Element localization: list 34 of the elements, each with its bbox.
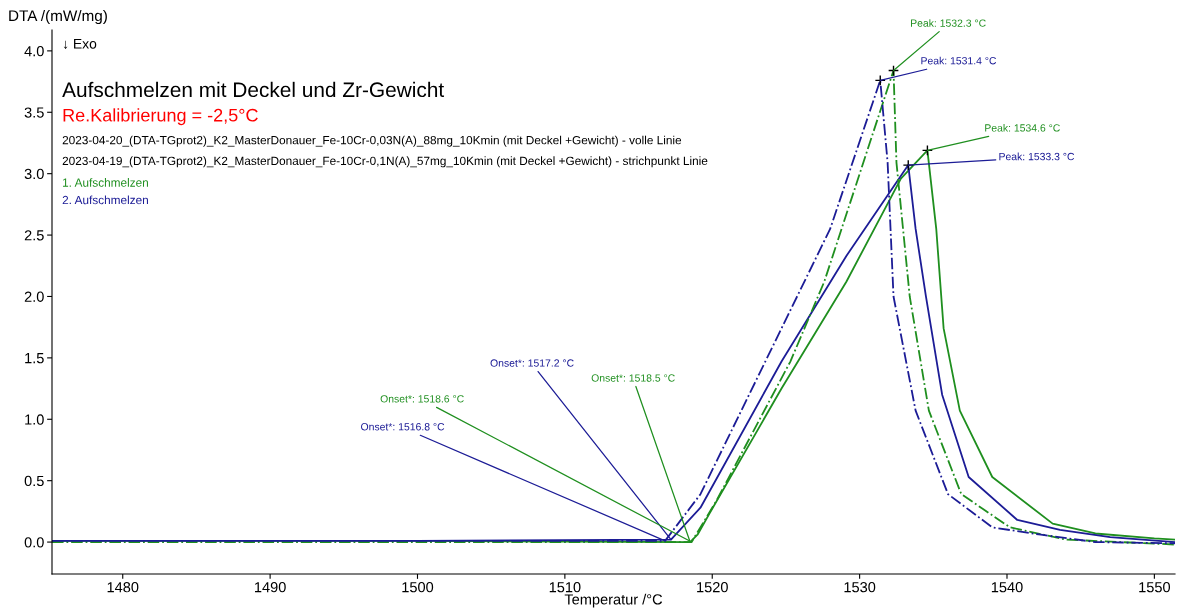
x-tick-label: 1500 (402, 582, 434, 593)
y-tick-label: 0.5 (24, 475, 44, 487)
annotation: 2. Aufschmelzen (62, 195, 148, 205)
y-axis-title: DTA /(mW/mg) (9, 9, 107, 25)
annotation: Onset*: 1516.8 °C (361, 423, 445, 431)
annotation: ↓ Exo (63, 38, 97, 49)
y-tick-label: 3.5 (24, 107, 44, 118)
x-axis-title: Temperatur /°C (564, 593, 663, 608)
y-tick-label: 2.0 (24, 291, 44, 302)
text: Aufschmelzen mit Deckel und Zr-Gewicht (62, 81, 445, 98)
y-tick-label: 1.5 (25, 353, 44, 364)
annotation: Onset*: 1517.2 °C (490, 359, 574, 367)
x-tick-label: 1490 (255, 582, 286, 593)
x-tick-label: 1510 (549, 582, 581, 593)
annotation: 2023-04-20_(DTA-TGprot2)_K2_MasterDonauer_Fe-10Cr-0,03N(A)_88mg_10Kmin (mit Deckel +Gewicht) - volle Linie (62, 135, 682, 147)
annotation: Onset*: 1518.6 °C (380, 395, 464, 403)
text: Re.Kalibrierung = -2,5°C (63, 108, 258, 126)
annotation: Peak: 1531.4 °C (921, 56, 997, 65)
x-tick-label: 1550 (1139, 582, 1171, 593)
x-tick-label: 1540 (991, 582, 1023, 593)
annotation: Onset*: 1518.5 °C (591, 374, 675, 382)
x-tick-label: 1520 (697, 582, 728, 593)
y-tick-label: 2.5 (24, 230, 44, 241)
annotation: Peak: 1534.6 °C (985, 123, 1060, 132)
y-tick-label: 1.0 (25, 414, 44, 425)
x-tick-label: 1480 (107, 582, 139, 593)
x-tick-label: 1530 (844, 582, 876, 593)
annotation: 1. Aufschmelzen (63, 178, 148, 187)
annotation: Peak: 1533.3 °C (999, 152, 1075, 161)
y-tick-label: 3.0 (24, 168, 44, 180)
y-tick-label: 4.0 (24, 45, 44, 57)
annotation: Peak: 1532.3 °C (911, 19, 986, 27)
y-tick-label: 0.0 (24, 537, 44, 548)
annotation: 2023-04-19_(DTA-TGprot2)_K2_MasterDonauer_Fe-10Cr-0,1N(A)_57mg_10Kmin (mit Deckel +Gewicht) - strichpunkt Linie (62, 156, 708, 168)
